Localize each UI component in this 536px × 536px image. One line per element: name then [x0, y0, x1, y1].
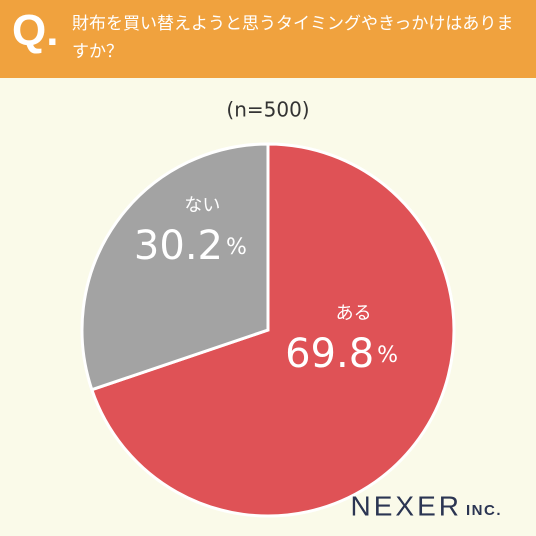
slices [80, 142, 456, 518]
header: Q. 財布を買い替えようと思うタイミングやきっかけはありますか？ [0, 0, 536, 78]
slice-value: 69.8% [285, 331, 398, 377]
chart-title: 財布を買い替えようと思うタイミングやきっかけはありますか？ [72, 14, 514, 62]
pie-slice [89, 142, 456, 518]
logo-name: NEXER [351, 490, 462, 521]
value-unit: % [377, 343, 398, 368]
value-number: 69.8 [285, 331, 374, 377]
value-unit: % [226, 235, 247, 260]
value-number: 30.2 [134, 223, 223, 269]
logo-suffix: INC. [466, 502, 502, 519]
slice-value: 30.2% [134, 223, 247, 269]
subtitle: (n=500) [226, 98, 309, 122]
slice-category: ある [336, 303, 372, 324]
question-label: Q. [12, 6, 59, 55]
slice-category: ない [184, 195, 220, 216]
pie-slice [80, 142, 270, 392]
